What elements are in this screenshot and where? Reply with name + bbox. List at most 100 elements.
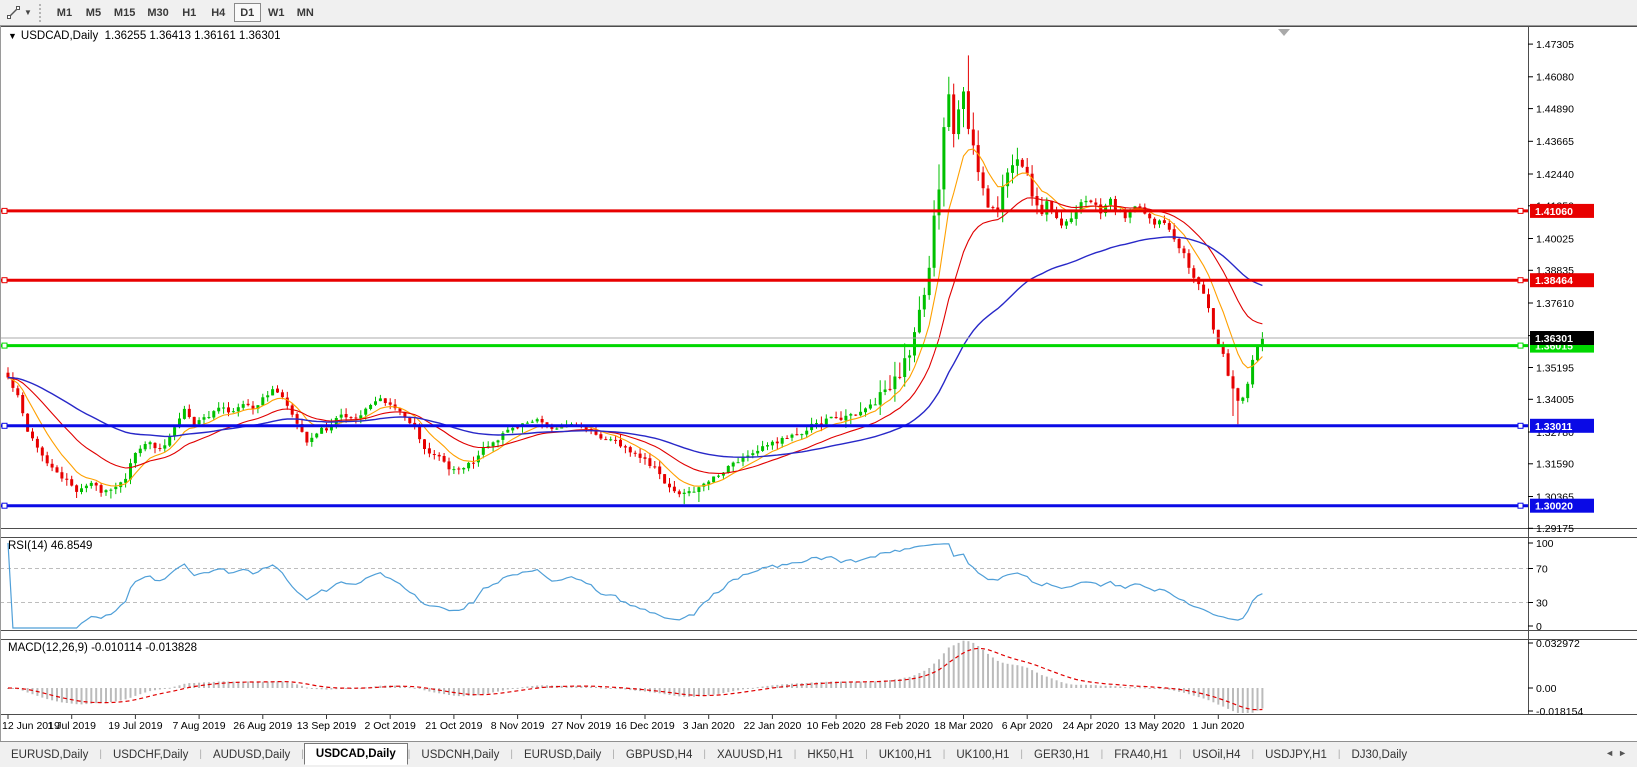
collapse-caret-icon[interactable]: ▼ — [8, 31, 17, 41]
timeframe-button-m15[interactable]: M15 — [113, 7, 136, 19]
chart-tab-audusd-daily[interactable]: AUDUSD,Daily — [212, 748, 291, 761]
timeframe-buttons: M1 M5 M15 M30 H1 H4 D1 W1 MN — [50, 3, 320, 22]
macd-name: MACD(12,26,9) — [8, 642, 88, 654]
svg-text:1.36301: 1.36301 — [1535, 333, 1573, 345]
chart-tab-usoil-h4[interactable]: USOil,H4 — [1192, 748, 1241, 761]
chart-canvas[interactable]: 1.473051.460801.448901.436651.424401.412… — [0, 0, 1637, 741]
chart-tab-xauusd-h1[interactable]: XAUUSD,H1 — [716, 748, 783, 761]
chart-tab-eurusd-daily[interactable]: EURUSD,Daily — [11, 748, 89, 761]
timeframe-button-w1[interactable]: W1 — [267, 7, 285, 19]
timeframe-toolbar: ▼ M1 M5 M15 M30 H1 H4 D1 W1 MN — [0, 0, 1637, 26]
horizontal-level-line[interactable] — [0, 342, 1528, 349]
chevron-down-icon[interactable]: ▼ — [24, 8, 32, 17]
tab-separator: | — [301, 749, 304, 760]
chart-tab-fra40-h1[interactable]: FRA40,H1 — [1114, 748, 1168, 761]
tab-scroll-arrows: ◄► — [1605, 748, 1631, 758]
chart-ohlc-values: 1.36255 1.36413 1.36161 1.36301 — [104, 30, 281, 42]
level-price-label: 1.38464 — [1530, 273, 1594, 288]
tab-separator: | — [793, 749, 797, 760]
date-tick-label: 6 Apr 2020 — [1002, 720, 1053, 732]
rsi-tick-label: 70 — [1536, 563, 1548, 575]
svg-text:1.38464: 1.38464 — [1535, 275, 1573, 287]
tab-separator: | — [612, 749, 615, 760]
macd-tick-label: 0.00 — [1536, 683, 1557, 695]
horizontal-level-line[interactable] — [0, 422, 1528, 429]
timeframe-button-m1[interactable]: M1 — [56, 7, 73, 19]
rsi-line — [7, 542, 1263, 629]
timeframe-button-h4[interactable]: H4 — [211, 7, 226, 19]
date-tick-label: 1 Jun 2020 — [1192, 720, 1244, 732]
rsi-tick-label: 30 — [1536, 597, 1548, 609]
chart-shift-marker-icon[interactable] — [1278, 29, 1290, 36]
svg-text:1.33011: 1.33011 — [1535, 421, 1573, 433]
date-tick-label: 18 Mar 2020 — [934, 720, 993, 732]
tab-scroll-left-icon[interactable]: ◄ — [1605, 748, 1619, 758]
rsi-axis[interactable]: 100 70 30 0 — [1528, 538, 1554, 633]
date-tick-label: 13 May 2020 — [1124, 720, 1185, 732]
tab-separator: | — [1100, 749, 1104, 760]
chart-tab-gbpusd-h4[interactable]: GBPUSD,H4 — [625, 748, 693, 761]
chart-tab-ger30-h1[interactable]: GER30,H1 — [1034, 748, 1090, 761]
svg-text:1.41060: 1.41060 — [1535, 206, 1573, 218]
date-tick-label: 26 Aug 2019 — [233, 720, 292, 732]
date-tick-label: 16 Dec 2019 — [615, 720, 675, 732]
chart-tab-usdcnh-daily[interactable]: USDCNH,Daily — [421, 748, 500, 761]
chart-tab-uk100-h1[interactable]: UK100,H1 — [878, 748, 932, 761]
tab-separator: | — [942, 749, 946, 760]
svg-text:1.30020: 1.30020 — [1535, 501, 1573, 513]
rsi-tick-label: 0 — [1536, 621, 1542, 633]
date-tick-label: 19 Jul 2019 — [108, 720, 162, 732]
chart-tab-hk50-h1[interactable]: HK50,H1 — [807, 748, 855, 761]
chart-tab-eurusd-daily[interactable]: EURUSD,Daily — [523, 748, 602, 761]
chart-tab-dj30-daily[interactable]: DJ30,Daily — [1351, 748, 1408, 761]
chart-tab-usdcad-daily[interactable]: USDCAD,Daily — [303, 743, 408, 765]
horizontal-level-line[interactable] — [0, 277, 1528, 284]
date-tick-label: 28 Feb 2020 — [870, 720, 929, 732]
tab-separator: | — [1178, 749, 1182, 760]
timeframe-button-m5[interactable]: M5 — [85, 7, 102, 19]
rsi-name: RSI(14) — [8, 540, 48, 552]
rsi-value: 46.8549 — [50, 540, 93, 552]
price-tick-label: 1.46080 — [1536, 72, 1574, 84]
date-tick-label: 10 Feb 2020 — [807, 720, 866, 732]
ema-fast-line — [7, 148, 1263, 487]
pane-borders — [0, 26, 1637, 741]
chart-tab-usdchf-daily[interactable]: USDCHF,Daily — [112, 748, 189, 761]
tab-scroll-right-icon[interactable]: ► — [1618, 748, 1631, 758]
trendline-cursor-icon[interactable] — [4, 4, 24, 22]
timeframe-button-h1[interactable]: H1 — [182, 7, 197, 19]
ema-slow-line — [7, 236, 1263, 458]
tab-separator: | — [510, 749, 513, 760]
price-tick-label: 1.44890 — [1536, 103, 1574, 115]
price-tick-label: 1.40025 — [1536, 233, 1574, 245]
tab-separator: | — [865, 749, 868, 760]
rsi-tick-label: 100 — [1536, 538, 1554, 550]
tab-separator: | — [407, 749, 411, 760]
level-price-label: 1.30020 — [1530, 498, 1594, 513]
price-tick-label: 1.35195 — [1536, 362, 1574, 374]
timeframe-button-m30[interactable]: M30 — [147, 7, 169, 19]
date-tick-label: 7 Aug 2019 — [173, 720, 226, 732]
date-tick-label: 21 Oct 2019 — [425, 720, 482, 732]
date-tick-label: 2 Oct 2019 — [365, 720, 417, 732]
tab-separator: | — [99, 749, 102, 760]
timeframe-button-d1[interactable]: D1 — [233, 3, 261, 22]
level-price-label: 1.41060 — [1530, 203, 1594, 218]
macd-signal-line — [7, 647, 1263, 711]
date-tick-label: 13 Sep 2019 — [297, 720, 357, 732]
horizontal-level-line[interactable] — [0, 502, 1528, 509]
price-tick-label: 1.43665 — [1536, 136, 1574, 148]
chart-tab-usdjpy-h1[interactable]: USDJPY,H1 — [1265, 748, 1327, 761]
macd-axis[interactable]: 0.032972 0.00 -0.018154 — [1528, 638, 1583, 718]
horizontal-level-line[interactable] — [0, 207, 1528, 214]
price-tick-label: 1.34005 — [1536, 394, 1574, 406]
chart-tab-uk100-h1[interactable]: UK100,H1 — [956, 748, 1010, 761]
timeframe-button-mn[interactable]: MN — [296, 7, 314, 19]
date-tick-label: 22 Jan 2020 — [743, 720, 801, 732]
level-price-label: 1.33011 — [1530, 418, 1594, 433]
tab-separator: | — [1020, 749, 1024, 760]
price-axis[interactable]: 1.473051.460801.448901.436651.424401.412… — [1528, 39, 1574, 535]
symbol-tabs: EURUSD,Daily | USDCHF,Daily | AUDUSD,Daily | U… — [0, 743, 1418, 765]
trendline-cursor-glyph — [7, 5, 20, 19]
